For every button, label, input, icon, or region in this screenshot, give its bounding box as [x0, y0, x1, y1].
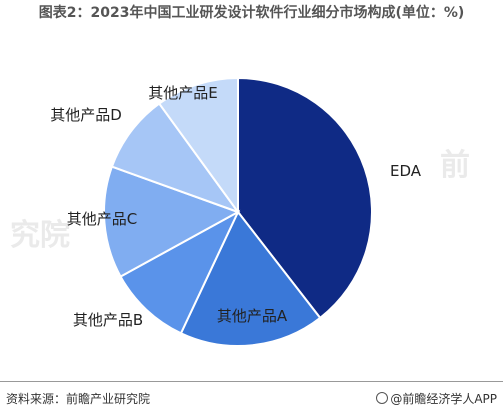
pie-slice-4 [103, 165, 241, 278]
source-text: 资料来源：前瞻产业研究院 [6, 392, 151, 406]
pie-label-5: 其他产品D [50, 106, 122, 124]
pie-slice-3 [119, 209, 241, 335]
pie-label-1: EDA [390, 162, 422, 180]
pie-labels: EDA 其他产品A 其他产品B 其他产品C 其他产品D 其他产品E [50, 84, 422, 329]
pie-label-6: 其他产品E [148, 84, 217, 102]
brand-label: @前瞻经济学人APP [390, 392, 497, 406]
chart-title: 图表2：2023年中国工业研发设计软件行业细分市场构成(单位：%) [38, 5, 465, 21]
pie-slices [103, 76, 373, 347]
pie-label-3: 其他产品B [73, 311, 143, 329]
brand-logo-icon [376, 392, 389, 404]
pie-label-2: 其他产品A [217, 307, 288, 325]
watermark: 前 [440, 148, 470, 183]
pie-slice-2 [179, 210, 322, 347]
pie-slice-6 [157, 76, 239, 216]
pie-label-4: 其他产品C [67, 210, 137, 228]
pie-slice-5 [110, 102, 241, 215]
pie-slice-1 [237, 76, 373, 320]
brand-text: @前瞻经济学人APP [376, 390, 497, 407]
footer: 资料来源：前瞻产业研究院 @前瞻经济学人APP [0, 381, 503, 413]
pie-chart: EDA 其他产品A 其他产品B 其他产品C 其他产品D 其他产品E [50, 76, 422, 347]
watermark: 究院 [10, 218, 70, 253]
